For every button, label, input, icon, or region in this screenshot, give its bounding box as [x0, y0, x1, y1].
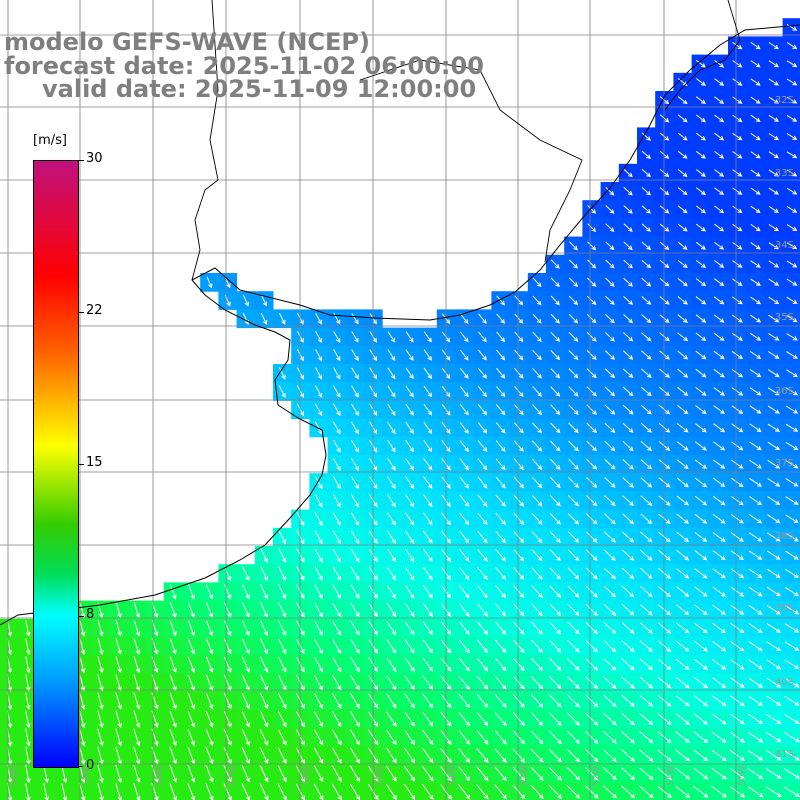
colorbar-tick-label: 22 [86, 303, 103, 318]
colorbar-tick-label: 8 [86, 607, 95, 622]
longitude-label: 51W [666, 765, 676, 786]
title-forecast-date: forecast date: 2025-11-02 06:00:00 [4, 52, 484, 80]
latitude-label: 40S [774, 677, 794, 688]
title-valid-date: valid date: 2025-11-09 12:00:00 [42, 75, 477, 103]
latitude-label: 35S [774, 312, 794, 323]
lagoon-outline [664, 0, 741, 111]
title-model: modelo GEFS-WAVE (NCEP) [4, 28, 370, 56]
latitude-label: 38S [774, 531, 794, 542]
latitude-label: 41S [774, 749, 794, 760]
colorbar-tick-label: 15 [86, 455, 103, 470]
longitude-label: 53W [520, 765, 530, 786]
longitude-label: 55W [375, 765, 385, 786]
latitude-label: 34S [774, 240, 794, 251]
border-line [191, 0, 219, 281]
colorbar-unit: [m/s] [33, 133, 67, 148]
colorbar-tick-mark [78, 464, 84, 465]
colorbar [33, 160, 79, 768]
latitude-label: 39S [774, 603, 794, 614]
coastline [0, 24, 800, 626]
colorbar-tick-label: 30 [86, 151, 103, 166]
colorbar-tick-label: 0 [86, 758, 95, 773]
longitude-label: 54W [448, 765, 458, 786]
longitude-label: 56W [302, 765, 312, 786]
latitude-label: 32S [774, 95, 794, 106]
wind-speed-cells [0, 18, 800, 800]
latitude-label: 36S [774, 386, 794, 397]
longitude-label: 60W [10, 765, 20, 786]
latitude-label: 37S [774, 458, 794, 469]
inland-border [359, 59, 583, 263]
colorbar-tick-mark [78, 766, 84, 767]
longitude-label: 58W [155, 765, 165, 786]
longitude-label: 52W [592, 765, 602, 786]
colorbar-tick-mark [78, 160, 84, 161]
colorbar-tick-mark [78, 616, 84, 617]
longitude-label: 50W [738, 765, 748, 786]
latitude-label: 33S [774, 168, 794, 179]
colorbar-tick-mark [78, 312, 84, 313]
longitude-label: 59W [82, 765, 92, 786]
longitude-label: 57W [228, 765, 238, 786]
